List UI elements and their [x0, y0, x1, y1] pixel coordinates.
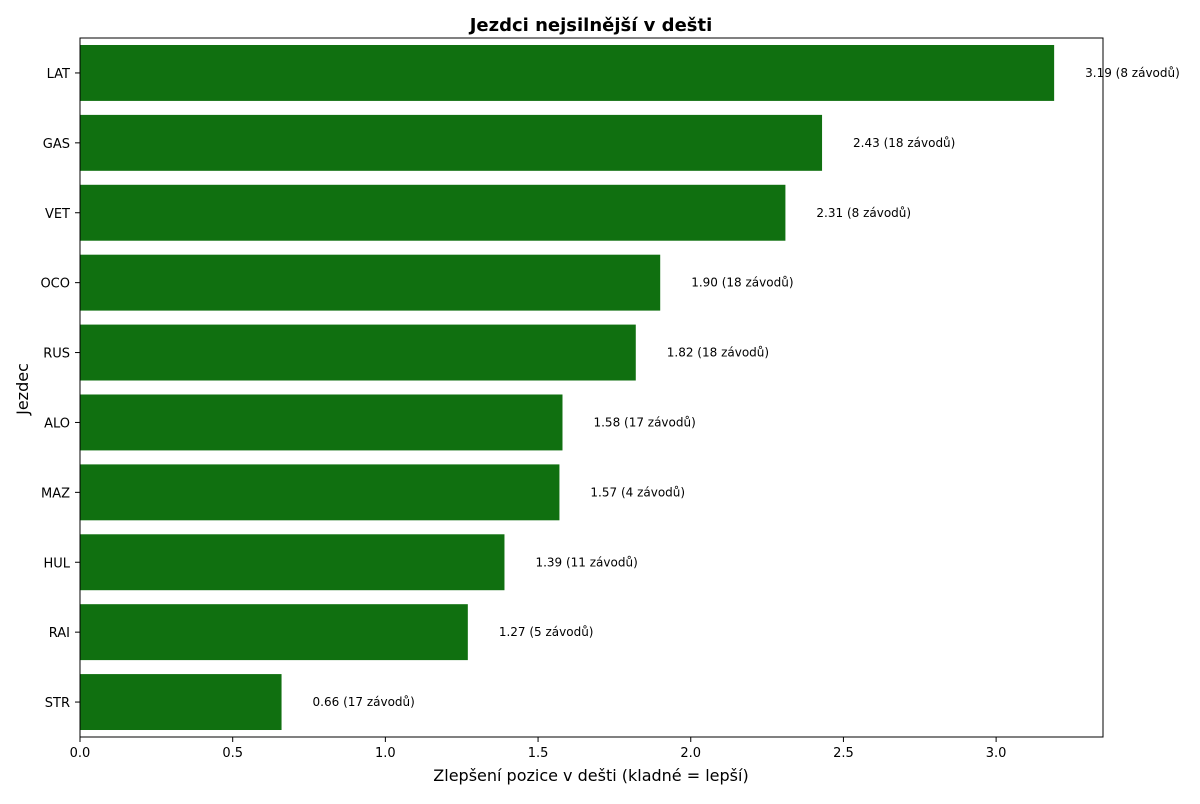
data-label-hul: 1.39 (11 závodů): [535, 555, 637, 569]
bar-oco: [80, 254, 661, 311]
data-label-maz: 1.57 (4 závodů): [590, 485, 685, 499]
data-label-str: 0.66 (17 závodů): [313, 695, 415, 709]
bar-vet: [80, 184, 786, 241]
y-axis-label: Jezdec: [13, 363, 32, 416]
data-label-oco: 1.90 (18 závodů): [691, 276, 793, 290]
x-tick-label: 0.0: [70, 746, 91, 761]
bar-hul: [80, 534, 505, 591]
plot-frame: [79, 37, 1104, 738]
bars-group: 3.19 (8 závodů) 2.43 (18 závodů) 2.31 (8 z…: [80, 44, 1180, 731]
y-tick-label-maz: MAZ: [41, 486, 70, 501]
y-tick-label-alo: ALO: [44, 416, 70, 431]
x-tick-label: 3.0: [986, 746, 1007, 761]
y-tick-label-rai: RAI: [49, 626, 70, 641]
x-tick-label: 2.5: [833, 746, 854, 761]
data-label-rai: 1.27 (5 závodů): [499, 625, 594, 639]
bar-alo: [80, 394, 563, 451]
x-tick-label: 1.0: [375, 746, 396, 761]
y-tick-label-lat: LAT: [47, 67, 70, 82]
data-label-lat: 3.19 (8 závodů): [1085, 66, 1180, 80]
y-tick-label-oco: OCO: [40, 277, 70, 292]
y-ticks-group: LAT GAS VET OCO RUS ALO MAZ HUL RAI STR: [40, 67, 80, 711]
x-ticks-group: 0.0 0.5 1.0 1.5 2.0 2.5 3.0: [70, 737, 1007, 761]
data-label-gas: 2.43 (18 závodů): [853, 136, 955, 150]
bar-rus: [80, 324, 636, 381]
data-label-rus: 1.82 (18 závodů): [667, 346, 769, 360]
x-axis-label: Zlepšení pozice v dešti (kladné = lepší): [433, 766, 748, 785]
bar-str: [80, 674, 282, 731]
x-tick-label: 0.5: [222, 746, 243, 761]
y-tick-label-hul: HUL: [43, 556, 70, 571]
data-label-alo: 1.58 (17 závodů): [593, 415, 695, 429]
bar-maz: [80, 464, 560, 521]
chart-title: Jezdci nejsilnější v dešti: [468, 15, 713, 36]
bar-gas: [80, 114, 823, 171]
y-tick-label-vet: VET: [45, 207, 70, 222]
x-tick-label: 2.0: [680, 746, 701, 761]
y-tick-label-str: STR: [45, 696, 70, 711]
y-tick-label-gas: GAS: [43, 137, 70, 152]
data-label-vet: 2.31 (8 závodů): [816, 206, 911, 220]
x-tick-label: 1.5: [528, 746, 549, 761]
bar-lat: [80, 44, 1055, 101]
y-tick-label-rus: RUS: [43, 347, 70, 362]
bar-rai: [80, 604, 468, 661]
